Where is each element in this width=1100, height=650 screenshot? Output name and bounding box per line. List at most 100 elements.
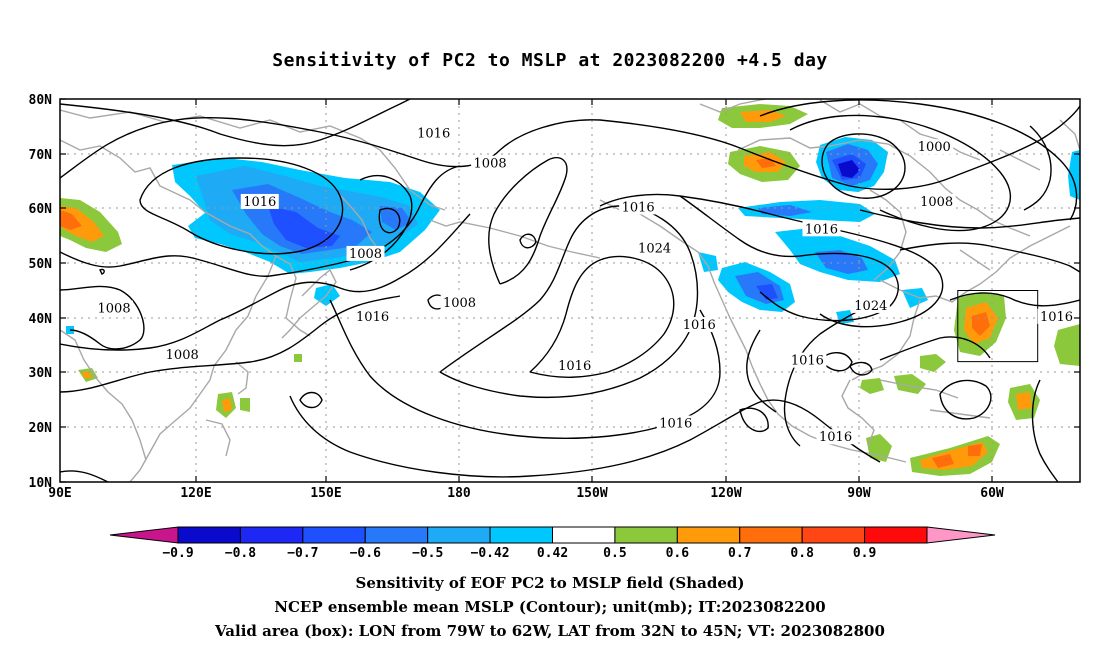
colorbar: −0.9 −0.8 −0.7 −0.6 −0.5 −0.42 0.42 0.5 0.6 0.7 0.… bbox=[109, 526, 996, 561]
contour-label: 1016 bbox=[802, 221, 841, 237]
colorbar-segment bbox=[177, 526, 241, 544]
contour-label: 1008 bbox=[346, 245, 385, 262]
contour-label-bg bbox=[440, 295, 479, 311]
contour-label-text: 1016 bbox=[791, 354, 824, 369]
colorbar-label: −0.42 bbox=[471, 546, 510, 561]
contour-label: 1016 bbox=[680, 317, 719, 333]
colorbar-label: 0.42 bbox=[537, 546, 568, 561]
contour-label-text: 1008 bbox=[349, 247, 382, 262]
colorbar-label: −0.7 bbox=[287, 546, 318, 561]
contour-label-text: 1008 bbox=[474, 157, 507, 172]
contour-label-text: 1016 bbox=[819, 430, 852, 445]
colorbar-label: 0.7 bbox=[728, 546, 751, 561]
contour-label: 1000 bbox=[915, 139, 954, 155]
lat-label: 30N bbox=[29, 366, 53, 381]
lon-label: 90W bbox=[847, 486, 871, 501]
colorbar-high-extension bbox=[926, 526, 996, 544]
caption-line-2: NCEP ensemble mean MSLP (Contour); unit(… bbox=[274, 598, 826, 616]
colorbar-label: 0.9 bbox=[853, 546, 876, 561]
contour-label-bg bbox=[802, 221, 841, 237]
contour-label-bg bbox=[471, 155, 510, 171]
contour-label-bg bbox=[95, 300, 134, 316]
contour-label-text: 1016 bbox=[558, 359, 591, 374]
contour-label-bg bbox=[555, 358, 594, 374]
colorbar-label: 0.8 bbox=[790, 546, 814, 561]
latitude-labels: 80N 70N 60N 50N 40N 30N 20N 10N bbox=[29, 93, 53, 491]
contour-label-bg bbox=[346, 245, 385, 261]
colorbar-label: −0.8 bbox=[225, 546, 256, 561]
contour-label: 1024 bbox=[635, 240, 674, 256]
contour-label-text: 1016 bbox=[1040, 310, 1073, 325]
contour-label: 1024 bbox=[851, 297, 890, 314]
lon-label: 180 bbox=[447, 486, 471, 501]
lon-label: 150W bbox=[576, 486, 607, 501]
contour-label: 1008 bbox=[440, 295, 479, 311]
contour-label-text: 1000 bbox=[918, 140, 951, 155]
contour-label-text: 1008 bbox=[443, 296, 476, 311]
contour-label: 1016 bbox=[555, 358, 594, 374]
lat-label: 50N bbox=[29, 257, 53, 272]
contour-label-bg bbox=[414, 125, 453, 141]
colorbar-segment bbox=[302, 526, 366, 544]
lat-label: 20N bbox=[29, 421, 53, 436]
colorbar-segment bbox=[364, 526, 429, 544]
colorbar-label: −0.5 bbox=[412, 546, 443, 561]
contour-label: 1016 bbox=[619, 199, 658, 215]
contour-label: 1016 bbox=[788, 352, 827, 369]
colorbar-segment bbox=[552, 526, 616, 544]
contour-label: 1016 bbox=[240, 193, 279, 210]
lon-label: 150E bbox=[310, 486, 341, 501]
colorbar-low-extension bbox=[109, 526, 179, 544]
plot-frame bbox=[59, 98, 1081, 483]
contour-label-text: 1016 bbox=[683, 318, 716, 333]
lon-label: 120W bbox=[710, 486, 741, 501]
caption-line-3: Valid area (box): LON from 79W to 62W, L… bbox=[215, 622, 885, 640]
axis-ticks bbox=[60, 98, 1080, 483]
contour-label-bg bbox=[353, 308, 392, 324]
colorbar-segment bbox=[801, 526, 866, 544]
contour-label-text: 1008 bbox=[166, 348, 199, 363]
contour-label-text: 1016 bbox=[659, 417, 692, 432]
contour-label: 1016 bbox=[816, 429, 855, 445]
contour-label-bg bbox=[656, 415, 695, 431]
contour-label: 1008 bbox=[95, 300, 134, 317]
colorbar-segment bbox=[427, 526, 491, 544]
map-title: Sensitivity of PC2 to MSLP at 2023082200… bbox=[272, 50, 828, 71]
colorbar-label: 0.6 bbox=[666, 546, 690, 561]
colorbar-segment bbox=[676, 526, 741, 544]
contour-label: 1008 bbox=[163, 347, 202, 363]
colorbar-segment bbox=[489, 526, 554, 544]
contour-label: 1016 bbox=[353, 308, 392, 325]
contour-label-bg bbox=[788, 352, 827, 368]
lat-label: 10N bbox=[29, 476, 53, 491]
colorbar-segment bbox=[239, 526, 304, 544]
colorbar-label: −0.6 bbox=[350, 546, 381, 561]
contour-label: 1016 bbox=[656, 415, 695, 432]
valid-area-box bbox=[957, 290, 1039, 363]
lat-label: 40N bbox=[29, 312, 53, 327]
contour-label: 1008 bbox=[917, 193, 956, 210]
contour-label-bg bbox=[619, 199, 658, 215]
contour-label: 1016 bbox=[1037, 308, 1076, 325]
graticule bbox=[60, 99, 1080, 482]
contour-label-bg bbox=[680, 317, 719, 333]
colorbar-label: 0.5 bbox=[603, 546, 626, 561]
lon-label: 90E bbox=[48, 486, 71, 501]
colorbar-segment bbox=[614, 526, 678, 544]
caption-line-1: Sensitivity of EOF PC2 to MSLP field (Sh… bbox=[355, 574, 745, 592]
contour-label: 1016 bbox=[414, 125, 453, 142]
contour-label-bg bbox=[240, 193, 279, 209]
colorbar-label: −0.9 bbox=[162, 546, 193, 561]
colorbar-segment bbox=[864, 526, 928, 544]
lon-label: 60W bbox=[980, 486, 1004, 501]
longitude-labels: 90E 120E 150E 180 150W 120W 90W 60W bbox=[48, 486, 1004, 501]
contour-label-text: 1008 bbox=[98, 302, 131, 317]
contour-label-layer: 1016 1008 1000 1016 1016 1008 1016 1024 1008 1008… bbox=[95, 125, 1076, 445]
contour-label-bg bbox=[915, 139, 954, 155]
contour-label-text: 1016 bbox=[805, 222, 838, 237]
contour-label: 1008 bbox=[471, 155, 510, 172]
coastlines bbox=[60, 99, 1080, 482]
colorbar-segment bbox=[739, 526, 803, 544]
lat-label: 60N bbox=[29, 202, 53, 217]
